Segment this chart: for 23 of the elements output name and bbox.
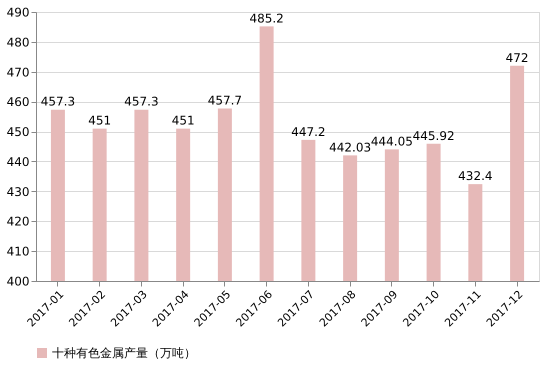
data-label: 451 (172, 114, 195, 128)
data-label: 457.3 (40, 94, 76, 109)
y-tick-label: 410 (6, 244, 30, 259)
legend-label: 十种有色金属产量（万吨） (52, 346, 196, 360)
data-label: 445.92 (412, 128, 455, 143)
y-tick-label: 460 (6, 95, 30, 110)
data-label: 432.4 (458, 169, 493, 184)
y-tick-label: 420 (6, 214, 30, 229)
data-label: 451 (88, 114, 112, 128)
data-label: 444.05 (370, 134, 413, 148)
data-label: 457.3 (124, 94, 159, 109)
data-label: 447.2 (291, 124, 326, 139)
y-tick-label: 470 (6, 65, 30, 80)
data-label: 485.2 (249, 11, 284, 26)
data-label: 457.7 (208, 94, 242, 108)
y-tick-label: 430 (6, 184, 30, 199)
y-tick-label: 480 (6, 35, 30, 50)
y-tick-label: 400 (6, 274, 30, 288)
y-tick-label: 450 (6, 125, 30, 140)
y-tick-label: 490 (6, 6, 30, 20)
y-tick-label: 440 (6, 154, 30, 169)
data-label: 442.03 (329, 140, 372, 154)
data-label: 472 (506, 50, 529, 65)
